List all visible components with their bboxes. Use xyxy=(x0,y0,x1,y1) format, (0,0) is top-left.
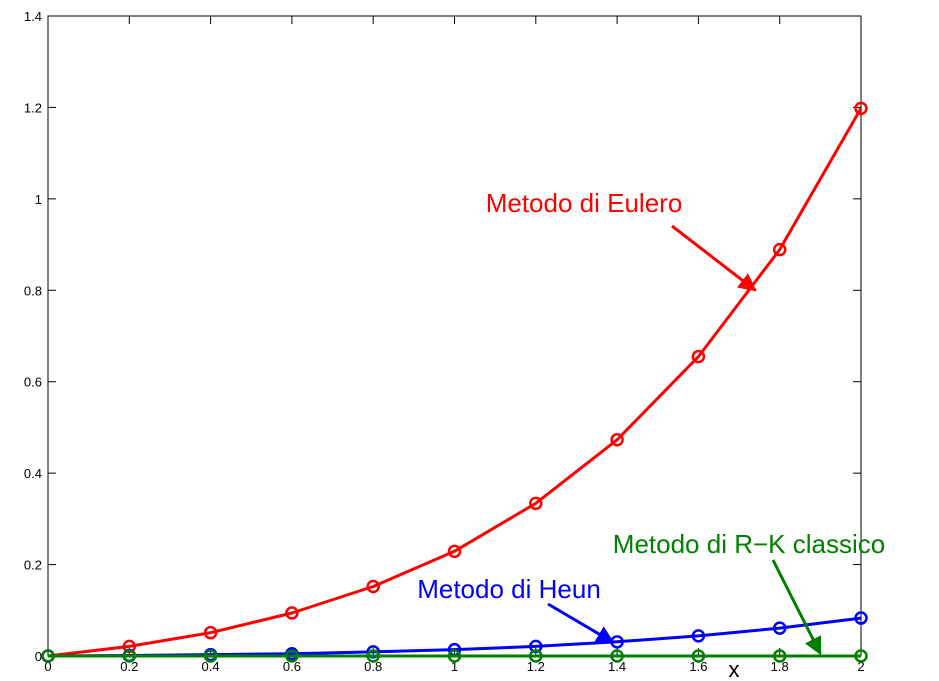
data-point-euler xyxy=(772,242,787,257)
annotation-label: Metodo di R−K classico xyxy=(613,529,885,559)
x-tick-label: 1.2 xyxy=(527,659,545,674)
x-tick-label: 1.8 xyxy=(771,659,789,674)
y-tick-label: 1.4 xyxy=(24,9,42,24)
series-line-euler xyxy=(47,107,863,658)
y-tick-label: 0.8 xyxy=(24,283,42,298)
y-tick-label: 0 xyxy=(35,649,42,664)
x-tick-label: 0.2 xyxy=(120,659,138,674)
x-axis-ticks: 0 0.2 0.4 0.6 0.8 1 1.2 1.4 1.6 1.8 2 xyxy=(44,16,865,674)
data-point-rk xyxy=(772,649,787,663)
data-point-euler xyxy=(691,349,706,364)
x-tick-label: 0.8 xyxy=(364,659,382,674)
x-tick-label: 0.4 xyxy=(202,659,220,674)
data-point-heun xyxy=(854,611,868,625)
data-point-euler xyxy=(610,433,624,447)
data-point-rk xyxy=(529,649,543,663)
y-tick-label: 1.2 xyxy=(24,100,42,115)
x-tick-label: 0.6 xyxy=(283,659,301,674)
y-tick-label: 0.2 xyxy=(24,558,42,573)
y-tick-label: 0.6 xyxy=(24,375,42,390)
data-point-heun xyxy=(529,639,543,654)
annotation-label: Metodo di Eulero xyxy=(486,188,683,218)
data-point-euler xyxy=(203,625,218,640)
series-layer xyxy=(41,101,868,663)
y-axis-ticks: 0 0.2 0.4 0.6 0.8 1 1.2 1.4 xyxy=(24,9,861,664)
x-tick-label: 1 xyxy=(451,659,458,674)
x-tick-label: 0 xyxy=(44,659,51,674)
y-tick-label: 0.4 xyxy=(24,466,42,481)
data-point-euler xyxy=(529,496,543,511)
x-tick-label: 2 xyxy=(857,659,864,674)
data-point-euler xyxy=(285,606,299,620)
data-point-rk xyxy=(447,649,462,663)
x-tick-label: 1.4 xyxy=(608,659,626,674)
y-tick-label: 1 xyxy=(35,192,42,207)
x-axis-title: x xyxy=(729,657,740,681)
data-point-rk xyxy=(854,649,868,663)
annotation-label: Metodo di Heun xyxy=(417,574,601,604)
plot-area xyxy=(47,15,862,657)
annotation-layer: Metodo di Eulero Metodo di Heun Metodo di … xyxy=(417,188,885,656)
data-point-euler xyxy=(854,101,868,116)
data-point-heun xyxy=(691,629,706,643)
annotation-arrow xyxy=(771,559,822,656)
annotation-arrow xyxy=(547,602,615,644)
data-point-heun xyxy=(772,621,787,635)
data-point-rk xyxy=(41,649,55,663)
data-point-rk xyxy=(285,649,299,663)
data-point-euler xyxy=(122,639,137,654)
data-point-euler xyxy=(366,579,380,594)
data-point-rk xyxy=(691,649,706,663)
data-point-rk xyxy=(122,649,137,663)
data-point-rk xyxy=(610,649,624,663)
data-point-euler xyxy=(447,544,462,559)
data-point-rk xyxy=(203,649,218,663)
series-rk xyxy=(41,649,868,663)
x-tick-label: 1.6 xyxy=(689,659,707,674)
data-point-rk xyxy=(366,649,380,663)
annotation-arrow xyxy=(671,224,757,292)
